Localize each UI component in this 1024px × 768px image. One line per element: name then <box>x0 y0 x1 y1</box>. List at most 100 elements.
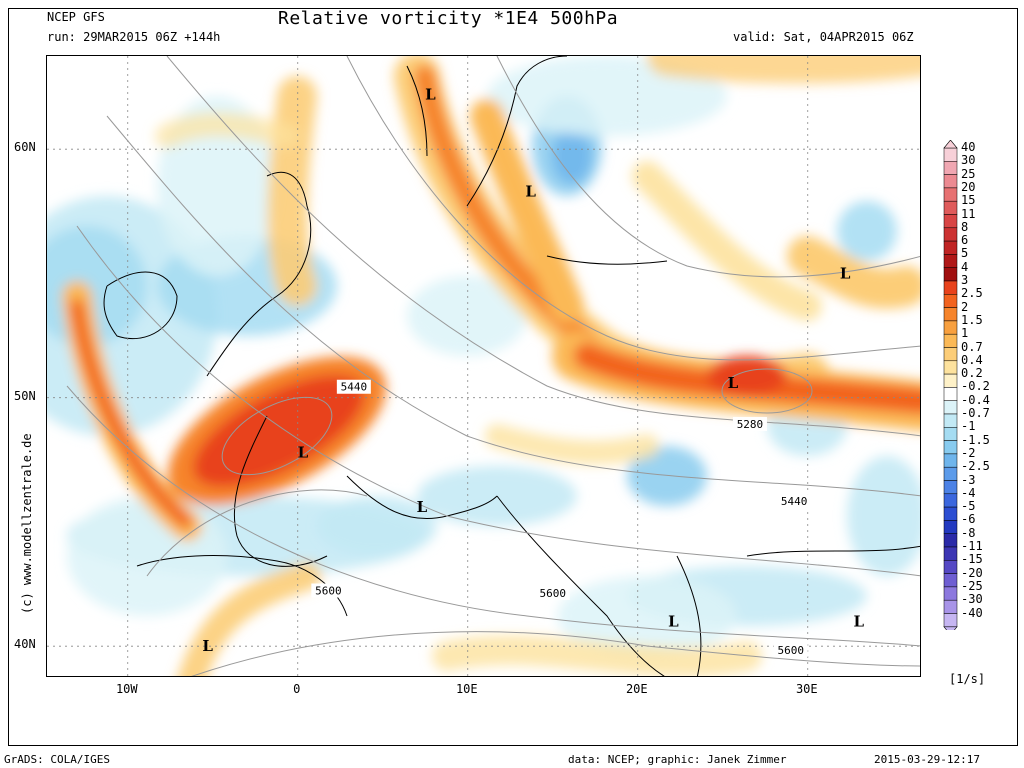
colorbar-swatch <box>943 533 958 548</box>
colorbar-label: -40 <box>961 605 983 620</box>
colorbar-label: 30 <box>961 153 976 168</box>
map-canvas: 5440 5280 5440 5600 5600 5600 L L L L L L L L L <box>47 56 920 676</box>
colorbar-label: 25 <box>961 166 976 181</box>
svg-text:5440: 5440 <box>781 495 808 508</box>
colorbar-label: 15 <box>961 193 976 208</box>
colorbar-swatch <box>943 320 958 335</box>
colorbar-swatch <box>943 480 958 495</box>
vorticity-map: 5440 5280 5440 5600 5600 5600 L L L L L L L L L <box>46 55 921 677</box>
vorticity-shading <box>47 56 920 676</box>
colorbar-label: 40 <box>961 140 976 154</box>
colorbar-label: 1.5 <box>961 312 983 327</box>
longitude-label: 0 <box>293 682 301 696</box>
model-label: NCEP GFS <box>47 10 105 24</box>
colorbar-label: 0.2 <box>961 366 983 381</box>
svg-text:5600: 5600 <box>540 587 567 600</box>
colorbar-label: -2 <box>961 445 976 460</box>
colorbar-swatches <box>943 140 958 630</box>
latitude-label: 60N <box>14 140 36 155</box>
colorbar-swatch <box>943 400 958 415</box>
colorbar-label: -5 <box>961 499 976 514</box>
height-contour-label: 5440 <box>777 494 812 509</box>
height-contour-label: 5600 <box>535 586 570 601</box>
low-pressure-marker: L <box>853 612 864 630</box>
colorbar-swatch <box>943 520 958 534</box>
height-contour-label: 5600 <box>773 643 808 658</box>
colorbar-label: 6 <box>961 233 969 248</box>
colorbar-swatch <box>943 174 958 189</box>
height-contour-labels: 5440 5280 5440 5600 5600 5600 <box>311 379 812 658</box>
colorbar-label: -15 <box>961 552 983 567</box>
low-pressure-marker: L <box>525 182 536 200</box>
colorbar-swatch <box>943 187 958 202</box>
height-contour-label: 5600 <box>311 583 346 598</box>
height-contour-label: 5440 <box>336 379 371 394</box>
colorbar-swatch <box>943 599 958 614</box>
latitude-label: 40N <box>14 637 36 652</box>
low-pressure-marker: L <box>417 498 428 516</box>
colorbar-swatch <box>943 267 958 282</box>
colorbar-label: 0.7 <box>961 339 983 354</box>
svg-text:5280: 5280 <box>737 418 764 431</box>
colorbar-swatch <box>943 373 958 388</box>
colorbar-swatch <box>943 360 958 375</box>
longitude-label: 30E <box>795 682 818 696</box>
colorbar-swatch <box>943 161 958 175</box>
colorbar-swatch <box>943 453 958 468</box>
map-title: Relative vorticity *1E4 500hPa <box>278 8 619 29</box>
credit-label: (c) www.modellzentrale.de <box>20 433 34 614</box>
colorbar-swatch <box>943 147 958 162</box>
colorbar-swatch <box>943 307 958 322</box>
low-pressure-marker: L <box>668 612 679 630</box>
geography-lines <box>103 56 920 676</box>
colorbar-swatch <box>943 294 958 308</box>
colorbar-swatch <box>943 227 958 242</box>
footer-credit: data: NCEP; graphic: Janek Zimmer <box>568 753 787 766</box>
longitude-label: 20E <box>625 682 648 696</box>
colorbar-label: 0.4 <box>961 352 983 367</box>
colorbar-label: -1.5 <box>961 432 990 447</box>
unit-label: [1/s] <box>949 672 986 686</box>
low-pressure-marker: L <box>298 443 309 461</box>
colorbar-swatch <box>943 546 958 561</box>
colorbar-swatch <box>943 347 958 362</box>
footer-software: GrADS: COLA/IGES <box>4 753 110 766</box>
svg-text:5600: 5600 <box>778 644 805 657</box>
colorbar-label: 1 <box>961 326 969 341</box>
height-contours <box>66 56 920 676</box>
colorbar-label: -0.2 <box>961 379 990 394</box>
colorbar-swatch <box>943 573 958 588</box>
colorbar-label: -6 <box>961 512 976 527</box>
colorbar-label: 5 <box>961 246 969 261</box>
colorbar-label: -8 <box>961 525 976 540</box>
colorbar-swatch <box>943 387 958 401</box>
colorbar-swatch <box>943 560 958 574</box>
svg-text:5600: 5600 <box>315 585 342 598</box>
colorbar-label: -3 <box>961 472 976 487</box>
latitude-label: 50N <box>14 388 36 403</box>
longitude-label: 10W <box>115 682 138 696</box>
low-markers: L L L L L L L L L <box>202 86 864 656</box>
colorbar-label: -30 <box>961 592 983 607</box>
colorbar-swatch <box>943 413 958 428</box>
colorbar-label: 11 <box>961 206 976 221</box>
colorbar-label: -1 <box>961 419 976 434</box>
colorbar-label: 2 <box>961 299 969 314</box>
colorbar: 40 30 25 20 15 11 8 6 5 4 3 2.5 2 1.5 1 0.7 0.4 0.2 -0.2 -0… <box>941 140 1021 630</box>
graticule <box>47 56 920 676</box>
colorbar-swatch <box>943 280 958 295</box>
colorbar-swatch <box>943 466 958 481</box>
colorbar-label: -20 <box>961 565 983 580</box>
longitude-label: 10E <box>455 682 478 696</box>
low-pressure-marker: L <box>728 374 739 392</box>
colorbar-label: -11 <box>961 539 983 553</box>
colorbar-label: -2.5 <box>961 459 990 474</box>
colorbar-swatch <box>943 214 958 229</box>
low-pressure-marker: L <box>840 264 851 282</box>
colorbar-label: -0.7 <box>961 406 990 420</box>
figure-frame <box>8 8 1018 746</box>
colorbar-label: -25 <box>961 578 983 593</box>
colorbar-swatch <box>943 333 958 348</box>
colorbar-swatch <box>943 200 958 215</box>
colorbar-swatch <box>943 613 958 628</box>
